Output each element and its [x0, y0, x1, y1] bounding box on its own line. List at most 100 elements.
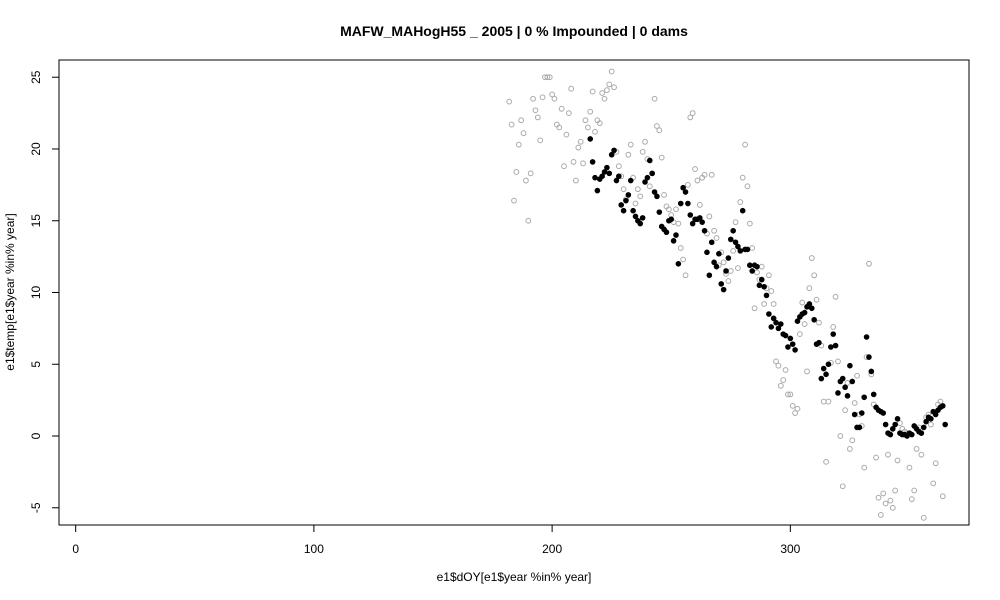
data-point-filled: [699, 219, 705, 225]
data-point-open: [889, 504, 896, 511]
data-point-open: [939, 493, 946, 500]
data-point-filled: [749, 268, 756, 274]
data-point-open: [842, 407, 849, 414]
y-axis-label: e1$temp[e1$year %in% year]: [3, 213, 17, 370]
data-point-filled: [632, 213, 639, 220]
data-point-open: [575, 144, 582, 151]
data-point-open: [568, 85, 575, 92]
data-point-filled: [939, 403, 946, 409]
data-point-open: [584, 124, 591, 131]
y-tick-label: 25: [29, 70, 43, 84]
data-point-filled: [720, 286, 727, 293]
data-point-open: [673, 206, 679, 213]
data-point-open: [692, 166, 698, 172]
data-point-open: [651, 95, 658, 102]
data-point-filled: [928, 415, 934, 422]
data-point-filled: [670, 238, 677, 244]
data-point-filled: [697, 215, 703, 221]
data-point-filled: [725, 255, 732, 261]
data-point-filled: [785, 344, 791, 350]
data-point-open: [789, 402, 796, 409]
data-point-filled: [656, 209, 663, 215]
data-point-filled: [685, 200, 691, 207]
data-point-open: [820, 398, 827, 405]
data-point-open: [544, 74, 551, 81]
filled-circle-series: [587, 136, 948, 439]
data-point-filled: [849, 378, 856, 385]
data-point-open: [565, 110, 572, 117]
data-point-open: [518, 117, 525, 124]
data-point-open: [696, 202, 703, 208]
x-tick-label: 300: [780, 542, 800, 556]
data-point-open: [823, 458, 829, 465]
y-tick-label: 15: [29, 214, 43, 228]
data-point-open: [866, 260, 872, 267]
data-point-open: [689, 110, 696, 117]
data-point-open: [918, 451, 925, 458]
data-point-open: [561, 163, 567, 170]
x-tick-label: 200: [542, 542, 562, 556]
data-point-open: [685, 181, 691, 188]
data-point-filled: [747, 262, 753, 269]
data-point-open: [780, 377, 787, 383]
data-point-open: [739, 174, 746, 181]
data-point-open: [796, 331, 803, 338]
data-point-filled: [909, 431, 915, 438]
data-point-open: [911, 487, 918, 494]
y-tick-label: 10: [29, 286, 43, 300]
data-point-open: [606, 81, 613, 88]
data-point-open: [875, 494, 882, 501]
data-point-open: [906, 464, 913, 471]
data-point-filled: [625, 192, 632, 198]
data-point-open: [851, 400, 858, 406]
data-point-open: [894, 457, 901, 464]
data-point-filled: [792, 347, 798, 353]
data-point-open: [825, 398, 832, 405]
data-point-open: [927, 421, 934, 428]
y-axis: -5 0 5 10 15 20 25: [29, 70, 60, 513]
data-point-open: [577, 138, 584, 145]
data-point-filled: [811, 316, 817, 323]
data-point-filled: [682, 189, 689, 195]
data-point-open: [534, 114, 541, 121]
data-point-filled: [923, 418, 929, 425]
data-point-open: [768, 288, 775, 294]
data-point-filled: [630, 207, 636, 214]
data-point-open: [677, 245, 684, 251]
data-point-open: [573, 177, 579, 184]
y-tick-label: 5: [29, 361, 43, 368]
data-point-filled: [758, 276, 765, 283]
data-point-open: [735, 265, 741, 272]
data-point-open: [642, 138, 648, 145]
data-point-filled: [627, 177, 634, 184]
data-point-open: [782, 367, 789, 373]
x-axis-label: e1$dOY[e1$year %in% year]: [437, 570, 592, 584]
data-point-filled: [868, 368, 875, 375]
data-point-filled: [942, 421, 948, 428]
data-point-filled: [835, 390, 841, 396]
data-point-filled: [727, 236, 734, 243]
data-point-open: [720, 259, 727, 266]
data-point-open: [887, 497, 894, 504]
data-point-filled: [663, 229, 670, 236]
data-point-open: [794, 405, 801, 412]
data-point-filled: [880, 410, 887, 416]
data-point-open: [523, 177, 529, 184]
data-point-open: [587, 108, 594, 115]
data-point-open: [596, 120, 603, 127]
x-tick-label: 0: [72, 542, 79, 556]
data-point-open: [885, 451, 891, 458]
data-point-filled: [639, 215, 646, 221]
data-point-filled: [918, 430, 925, 436]
data-point-open: [530, 95, 536, 102]
data-point-open: [625, 151, 632, 158]
data-point-filled: [830, 331, 837, 337]
data-point-open: [708, 171, 715, 178]
data-point-open: [932, 460, 939, 467]
data-point-filled: [673, 232, 679, 238]
data-point-filled: [589, 159, 596, 165]
data-point-filled: [687, 212, 694, 218]
data-point-open: [873, 454, 879, 461]
data-point-filled: [801, 309, 808, 316]
data-point-open: [792, 410, 798, 416]
